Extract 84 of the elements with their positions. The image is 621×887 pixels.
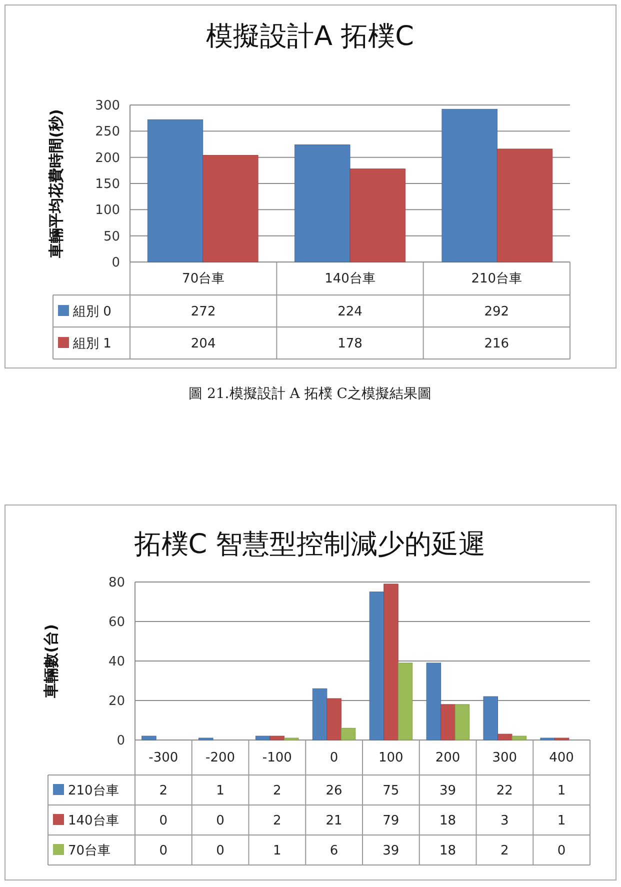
- data-label: 0: [159, 814, 168, 829]
- bar: [512, 736, 526, 740]
- x-tick-label: -100: [262, 750, 292, 766]
- data-label: 292: [484, 304, 510, 320]
- y-tick-label: 0: [112, 256, 120, 271]
- bar: [202, 154, 258, 262]
- bar: [369, 592, 384, 740]
- data-label: 1: [557, 814, 566, 829]
- data-label: 79: [382, 814, 400, 829]
- x-tick-label: -200: [206, 750, 236, 766]
- y-tick-label: 300: [95, 98, 120, 114]
- bar: [142, 736, 156, 740]
- bar: [326, 698, 342, 740]
- data-label: 39: [382, 844, 400, 859]
- legend-label: 組別 1: [72, 336, 112, 352]
- bar: [496, 148, 553, 262]
- chart-title: 拓樸C 智慧型控制減少的延遲: [133, 529, 486, 560]
- caption: 圖 21.模擬設計 A 拓樸 C之模擬結果圖: [188, 386, 432, 402]
- data-label: 1: [557, 784, 566, 799]
- y-tick-label: 150: [95, 177, 120, 192]
- data-label: 0: [216, 844, 224, 859]
- data-label: 2: [159, 784, 168, 799]
- data-label: 2: [273, 814, 282, 829]
- bar: [340, 728, 356, 740]
- x-tick-label: -300: [148, 750, 178, 766]
- y-tick-label: 20: [108, 694, 125, 710]
- bar: [442, 108, 498, 262]
- y-tick-label: 100: [95, 203, 120, 218]
- x-tick-label: 100: [378, 750, 404, 766]
- bar: [384, 584, 398, 740]
- data-label: 224: [338, 304, 362, 320]
- data-label: 3: [500, 814, 509, 829]
- data-label: 39: [440, 784, 456, 799]
- x-tick-label: 300: [492, 750, 518, 766]
- bar: [147, 119, 204, 262]
- data-label: 178: [338, 336, 362, 352]
- legend-label: 210台車: [68, 784, 119, 799]
- data-label: 0: [557, 844, 566, 859]
- bar: [454, 704, 470, 740]
- data-label: 6: [330, 844, 338, 859]
- y-axis-title: 車輛數(台): [42, 624, 60, 699]
- y-tick-label: 60: [108, 615, 125, 630]
- legend-label: 70台車: [68, 844, 111, 859]
- x-tick-label: 140台車: [324, 271, 376, 286]
- data-label: 272: [190, 304, 216, 320]
- data-label: 1: [273, 844, 282, 859]
- bar: [294, 144, 350, 262]
- data-label: 204: [190, 336, 216, 352]
- bar: [255, 736, 270, 740]
- y-tick-label: 50: [103, 229, 120, 244]
- y-tick-label: 250: [95, 124, 120, 140]
- data-label: 22: [496, 784, 513, 799]
- data-label: 216: [484, 336, 510, 352]
- data-label: 18: [440, 844, 456, 859]
- y-tick-label: 0: [116, 734, 125, 749]
- bar: [312, 688, 328, 740]
- data-label: 0: [159, 844, 168, 859]
- data-label: 2: [500, 844, 509, 859]
- x-tick-label: 70台車: [182, 271, 225, 286]
- data-label: 75: [382, 784, 400, 799]
- data-label: 18: [440, 814, 456, 829]
- x-tick-label: 210台車: [471, 271, 522, 286]
- bar: [440, 704, 456, 740]
- bar: [398, 662, 413, 740]
- chart-title: 模擬設計A 拓樸C: [206, 21, 414, 52]
- bar: [350, 168, 406, 262]
- y-tick-label: 80: [108, 576, 125, 591]
- bar: [426, 662, 442, 740]
- data-label: 21: [326, 814, 342, 829]
- bar: [483, 696, 498, 740]
- y-axis-title: 車輛平均花費時間(秒): [47, 109, 65, 259]
- x-tick-label: 200: [435, 750, 460, 766]
- y-tick-label: 200: [95, 150, 120, 166]
- data-label: 2: [273, 784, 282, 799]
- bar: [270, 736, 284, 740]
- legend-label: 組別 0: [72, 304, 112, 320]
- y-tick-label: 40: [108, 654, 125, 670]
- x-tick-label: 400: [549, 750, 574, 766]
- data-label: 1: [216, 784, 224, 799]
- x-tick-label: 0: [330, 750, 338, 766]
- bar: [497, 734, 512, 740]
- data-label: 0: [216, 814, 224, 829]
- legend-label: 140台車: [68, 814, 119, 829]
- data-label: 26: [326, 784, 342, 799]
